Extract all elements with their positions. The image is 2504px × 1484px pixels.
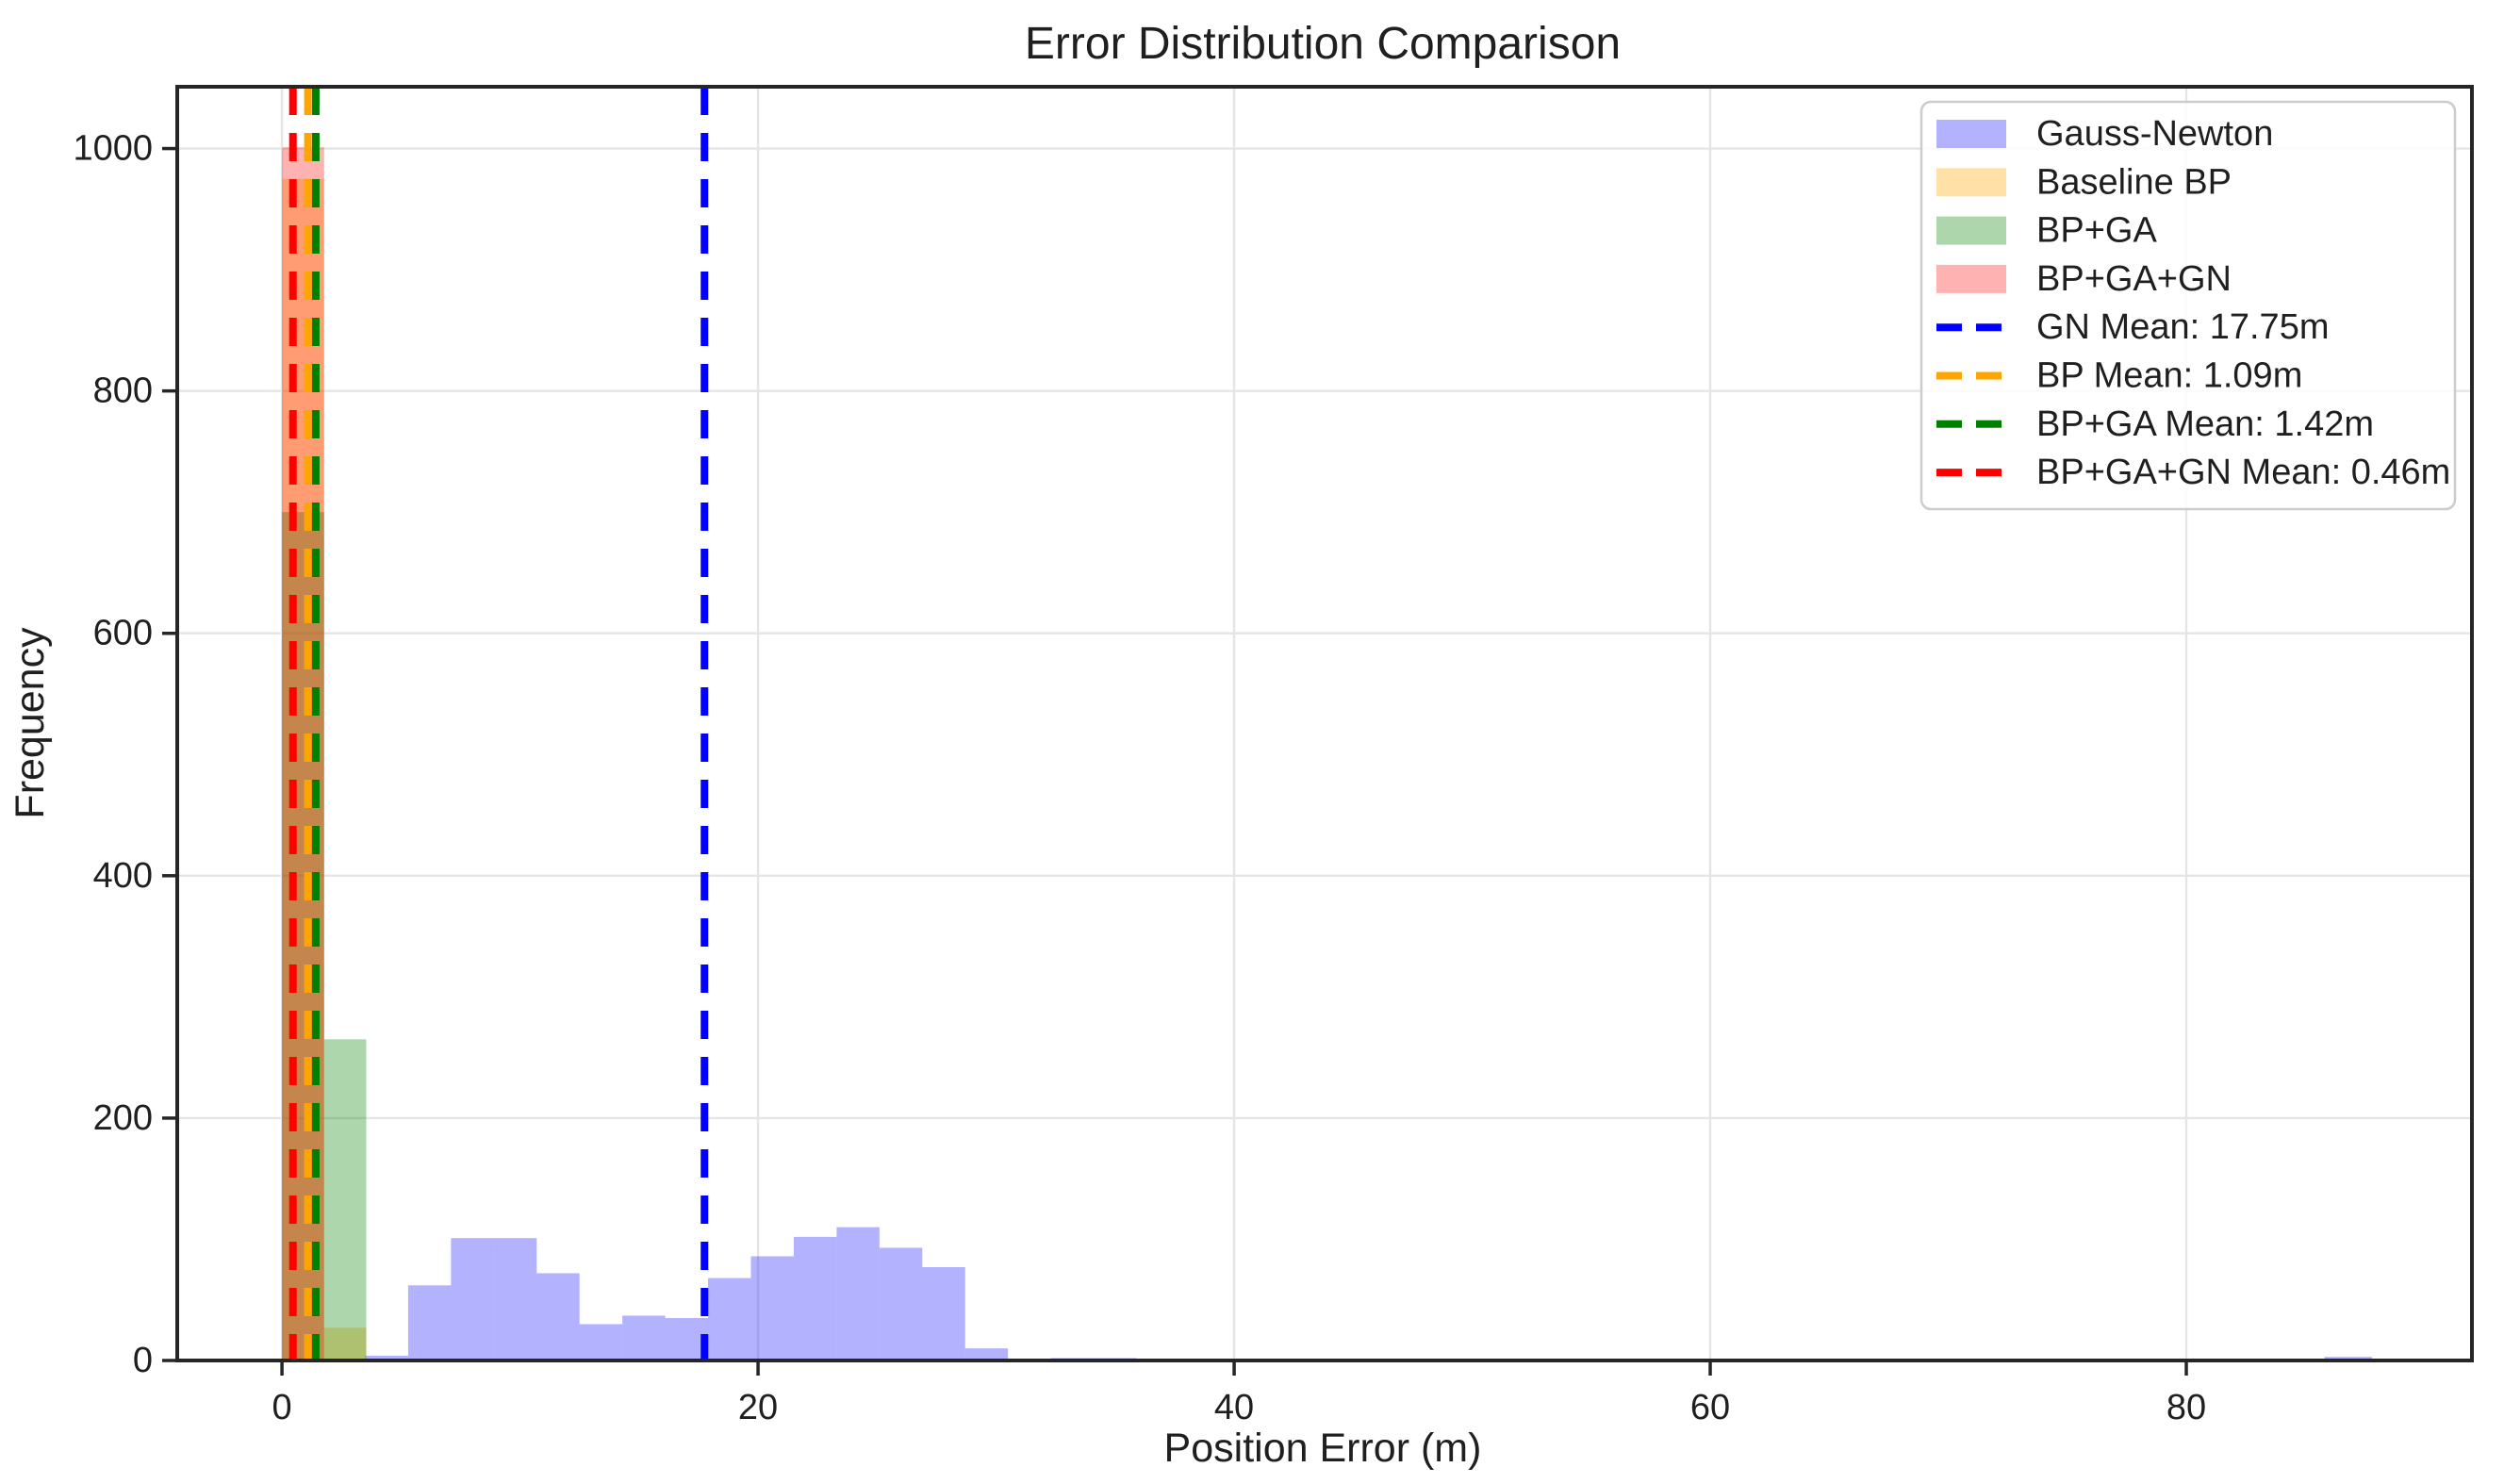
series-gauss-newton [365,1227,2372,1360]
legend-swatch [1936,264,2006,293]
legend-entry-label: BP+GA [2036,211,2157,251]
legend-swatch [1936,120,2006,148]
histogram-bar [365,1355,408,1360]
legend-swatch [1936,168,2006,197]
histogram-bar [451,1238,494,1360]
legend-entry: BP+GA Mean: 1.42m [1936,404,2374,444]
x-axis-label: Position Error (m) [1164,1426,1482,1471]
x-tick-label: 60 [1690,1388,1730,1427]
histogram-bar [323,1327,367,1360]
legend-entry-label: GN Mean: 17.75m [2036,307,2329,347]
y-tick-label: 600 [93,614,153,653]
legend-entry-label: Gauss-Newton [2036,114,2273,154]
y-tick-label: 400 [93,856,153,896]
histogram-bar [964,1348,1009,1360]
y-tick-label: 200 [93,1098,153,1138]
y-tick-label: 800 [93,371,153,411]
histogram-bar [708,1278,751,1360]
histogram-bar [323,1039,367,1360]
legend-entry: BP+GA+GN Mean: 0.46m [1936,453,2450,492]
histogram-bar [793,1236,837,1360]
mean-lines [288,87,709,1360]
legend-entry: BP+GA+GN [1936,259,2232,299]
y-tick-label: 0 [133,1341,153,1380]
plot-border [175,85,2474,1362]
legend-entry-label: BP+GA+GN Mean: 0.46m [2036,453,2450,492]
legend-swatch [1936,216,2006,245]
legend-entry: GN Mean: 17.75m [1936,307,2329,347]
x-tick-label: 0 [272,1388,292,1427]
legend-entry-label: BP Mean: 1.09m [2036,356,2302,396]
x-tick-label: 80 [2166,1388,2206,1427]
chart-title: Error Distribution Comparison [1025,19,1621,69]
y-axis-label: Frequency [8,627,53,819]
legend-entry: Baseline BP [1936,162,2232,202]
y-tick-label: 1000 [73,129,153,169]
histogram-bar [536,1273,580,1360]
histogram-bar [750,1256,794,1360]
legend-entry-label: BP+GA Mean: 1.42m [2036,404,2374,444]
axes [175,85,2474,1362]
histogram-bar [922,1267,965,1360]
histogram-bar [407,1285,452,1360]
histogram-bar [836,1227,880,1360]
legend-entry: BP Mean: 1.09m [1936,356,2302,396]
histogram-bar [493,1238,537,1360]
legend-entry: Gauss-Newton [1936,114,2273,154]
legend-entry: BP+GA [1936,211,2157,251]
histogram-bar [579,1324,623,1360]
x-tick-label: 40 [1214,1388,1254,1427]
histogram-bar [879,1247,923,1360]
x-tick-label: 20 [738,1388,778,1427]
histogram-bar [622,1315,666,1360]
legend-box [1919,100,2457,511]
legend-entry-label: Baseline BP [2036,162,2232,202]
legend-entry-label: BP+GA+GN [2036,259,2232,299]
legend: Gauss-Newton Baseline BP BP+GA BP+GA+GN GN M… [1919,100,2457,511]
